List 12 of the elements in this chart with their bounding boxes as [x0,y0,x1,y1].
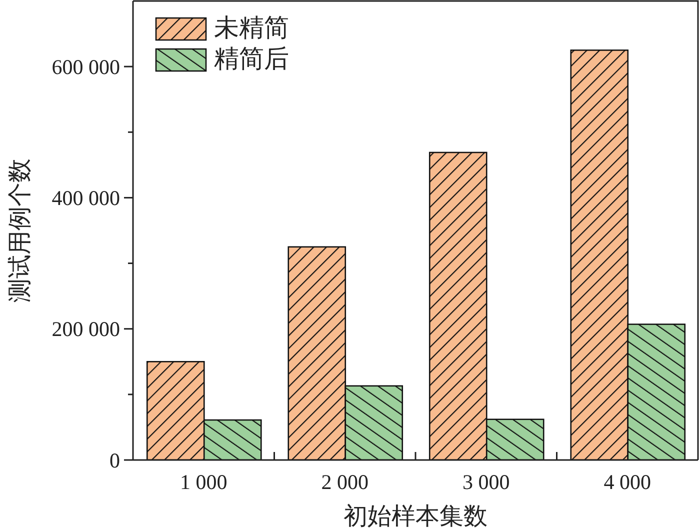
y-tick-label: 400 000 [52,186,120,210]
x-tick-label: 1 000 [180,470,228,494]
legend-label: 精简后 [214,46,289,73]
y-tick-label: 0 [110,448,120,472]
y-tick-label: 200 000 [52,317,120,342]
legend-label: 未精简 [214,15,289,42]
x-axis-title: 初始样本集数 [344,503,488,530]
y-axis-title: 测试用例个数 [7,158,34,302]
x-tick-label: 3 000 [462,470,510,494]
x-tick-label: 4 000 [604,470,651,494]
x-tick-label: 2 000 [321,470,368,494]
y-tick-label: 600 000 [52,54,120,79]
